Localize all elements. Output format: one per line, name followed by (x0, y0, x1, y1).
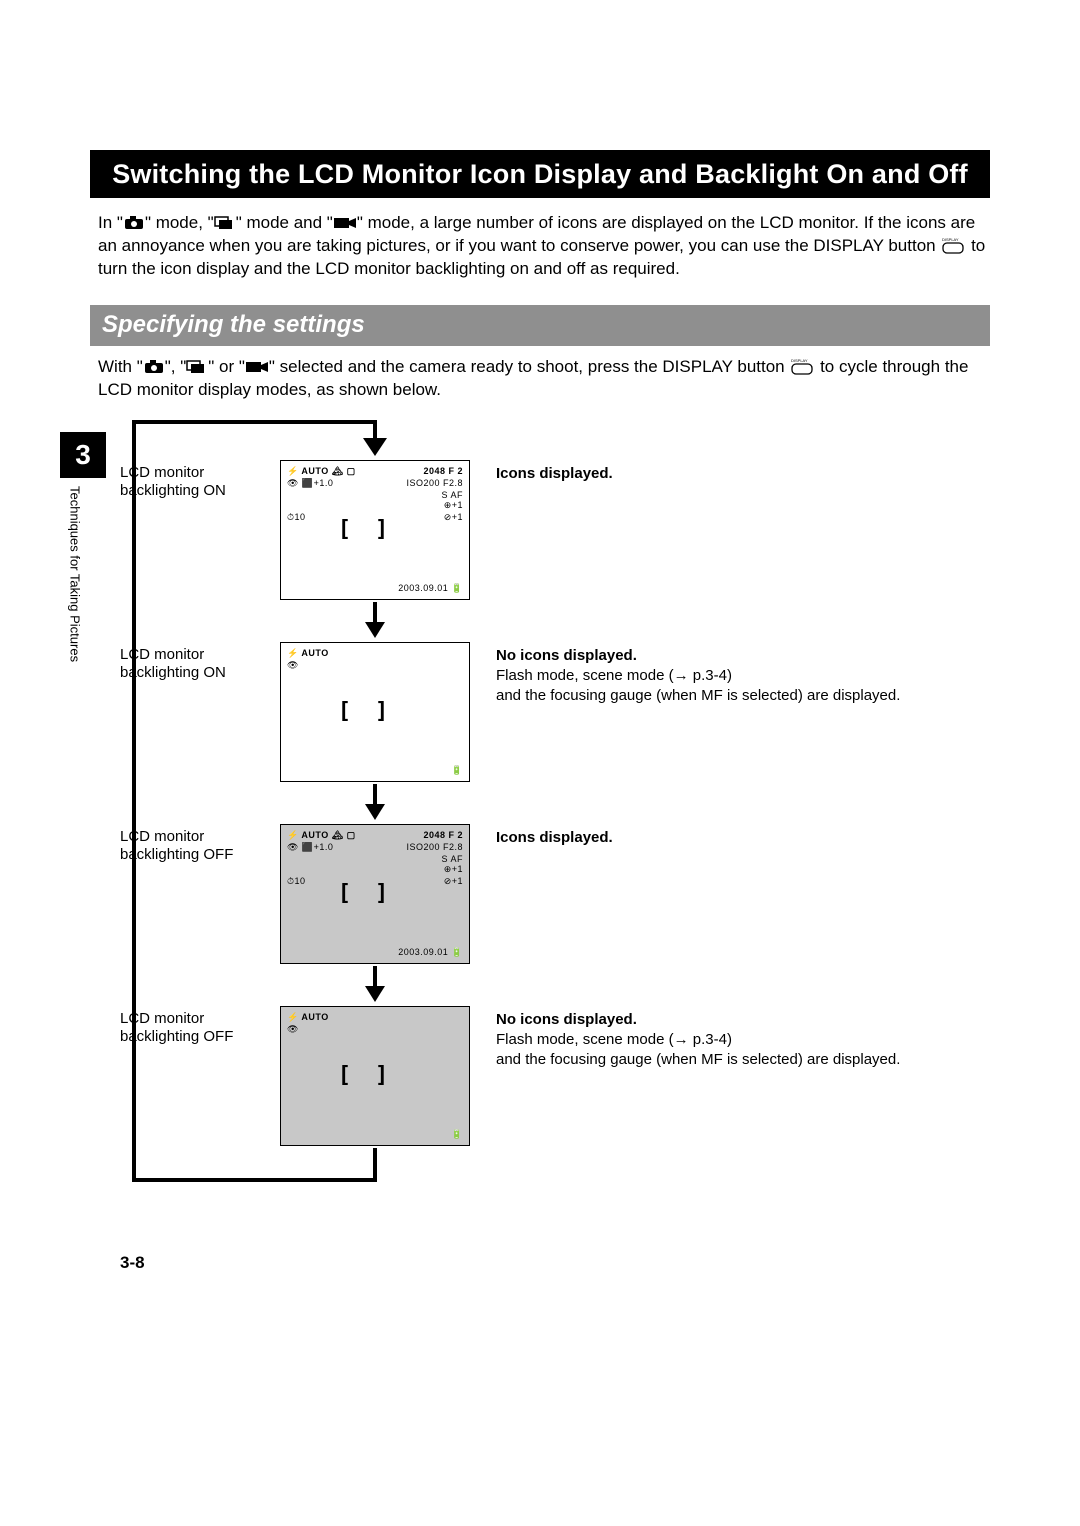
arrow-down-icon (365, 986, 385, 1002)
lcd-screen-min-on: ⚡ AUTO 👁 [] 🔋 (280, 642, 470, 782)
intro-text: In " (98, 213, 123, 232)
section-subhead: Specifying the settings (90, 305, 990, 345)
lcd-screen-full-on: ⚡ AUTO 🏔 ▢2048 F 2 👁 ⬛+1.0ISO200 F2.8 S … (280, 460, 470, 600)
state-label: LCD monitor backlighting OFF (120, 828, 272, 866)
arrow-down-icon (363, 438, 387, 456)
state-description: Icons displayed. (496, 828, 926, 848)
camera-mode-icon (143, 360, 165, 374)
arrow-down-icon (365, 804, 385, 820)
state-description: No icons displayed. Flash mode, scene mo… (496, 646, 926, 707)
camera-mode-icon (123, 216, 145, 230)
display-button-icon: DISPLAY (940, 235, 966, 255)
state-label: LCD monitor backlighting ON (120, 464, 272, 502)
flow-diagram: LCD monitor backlighting ON ⚡ AUTO 🏔 ▢20… (120, 420, 940, 1230)
flow-line (132, 420, 136, 1182)
intro-paragraph: In "" mode, "" mode and "" mode, a large… (98, 212, 990, 281)
page-number: 3-8 (120, 1252, 990, 1275)
flow-line (132, 1178, 377, 1182)
flow-line (373, 966, 377, 986)
lcd-screen-min-off: ⚡ AUTO 👁 [] 🔋 (280, 1006, 470, 1146)
movie-mode-icon (333, 216, 357, 230)
page-title: Switching the LCD Monitor Icon Display a… (90, 150, 990, 198)
flow-line (373, 1148, 377, 1182)
lcd-screen-full-off: ⚡ AUTO 🏔 ▢2048 F 2 👁 ⬛+1.0ISO200 F2.8 S … (280, 824, 470, 964)
state-label: LCD monitor backlighting OFF (120, 1010, 272, 1048)
flow-line (373, 602, 377, 622)
state-label: LCD monitor backlighting ON (120, 646, 272, 684)
sub-paragraph: With "", "" or "" selected and the camer… (98, 356, 990, 402)
svg-text:DISPLAY: DISPLAY (942, 237, 959, 242)
flow-line (132, 420, 377, 424)
state-description: Icons displayed. (496, 464, 926, 484)
chapter-tab: 3 (60, 432, 106, 478)
arrow-down-icon (365, 622, 385, 638)
movie-mode-icon (245, 360, 269, 374)
svg-text:DISPLAY: DISPLAY (791, 358, 808, 363)
display-button-icon: DISPLAY (789, 356, 815, 376)
burst-mode-icon (186, 360, 208, 374)
flow-line (373, 784, 377, 804)
burst-mode-icon (214, 216, 236, 230)
chapter-vertical-label: Techniques for Taking Pictures (66, 486, 84, 706)
state-description: No icons displayed. Flash mode, scene mo… (496, 1010, 926, 1071)
